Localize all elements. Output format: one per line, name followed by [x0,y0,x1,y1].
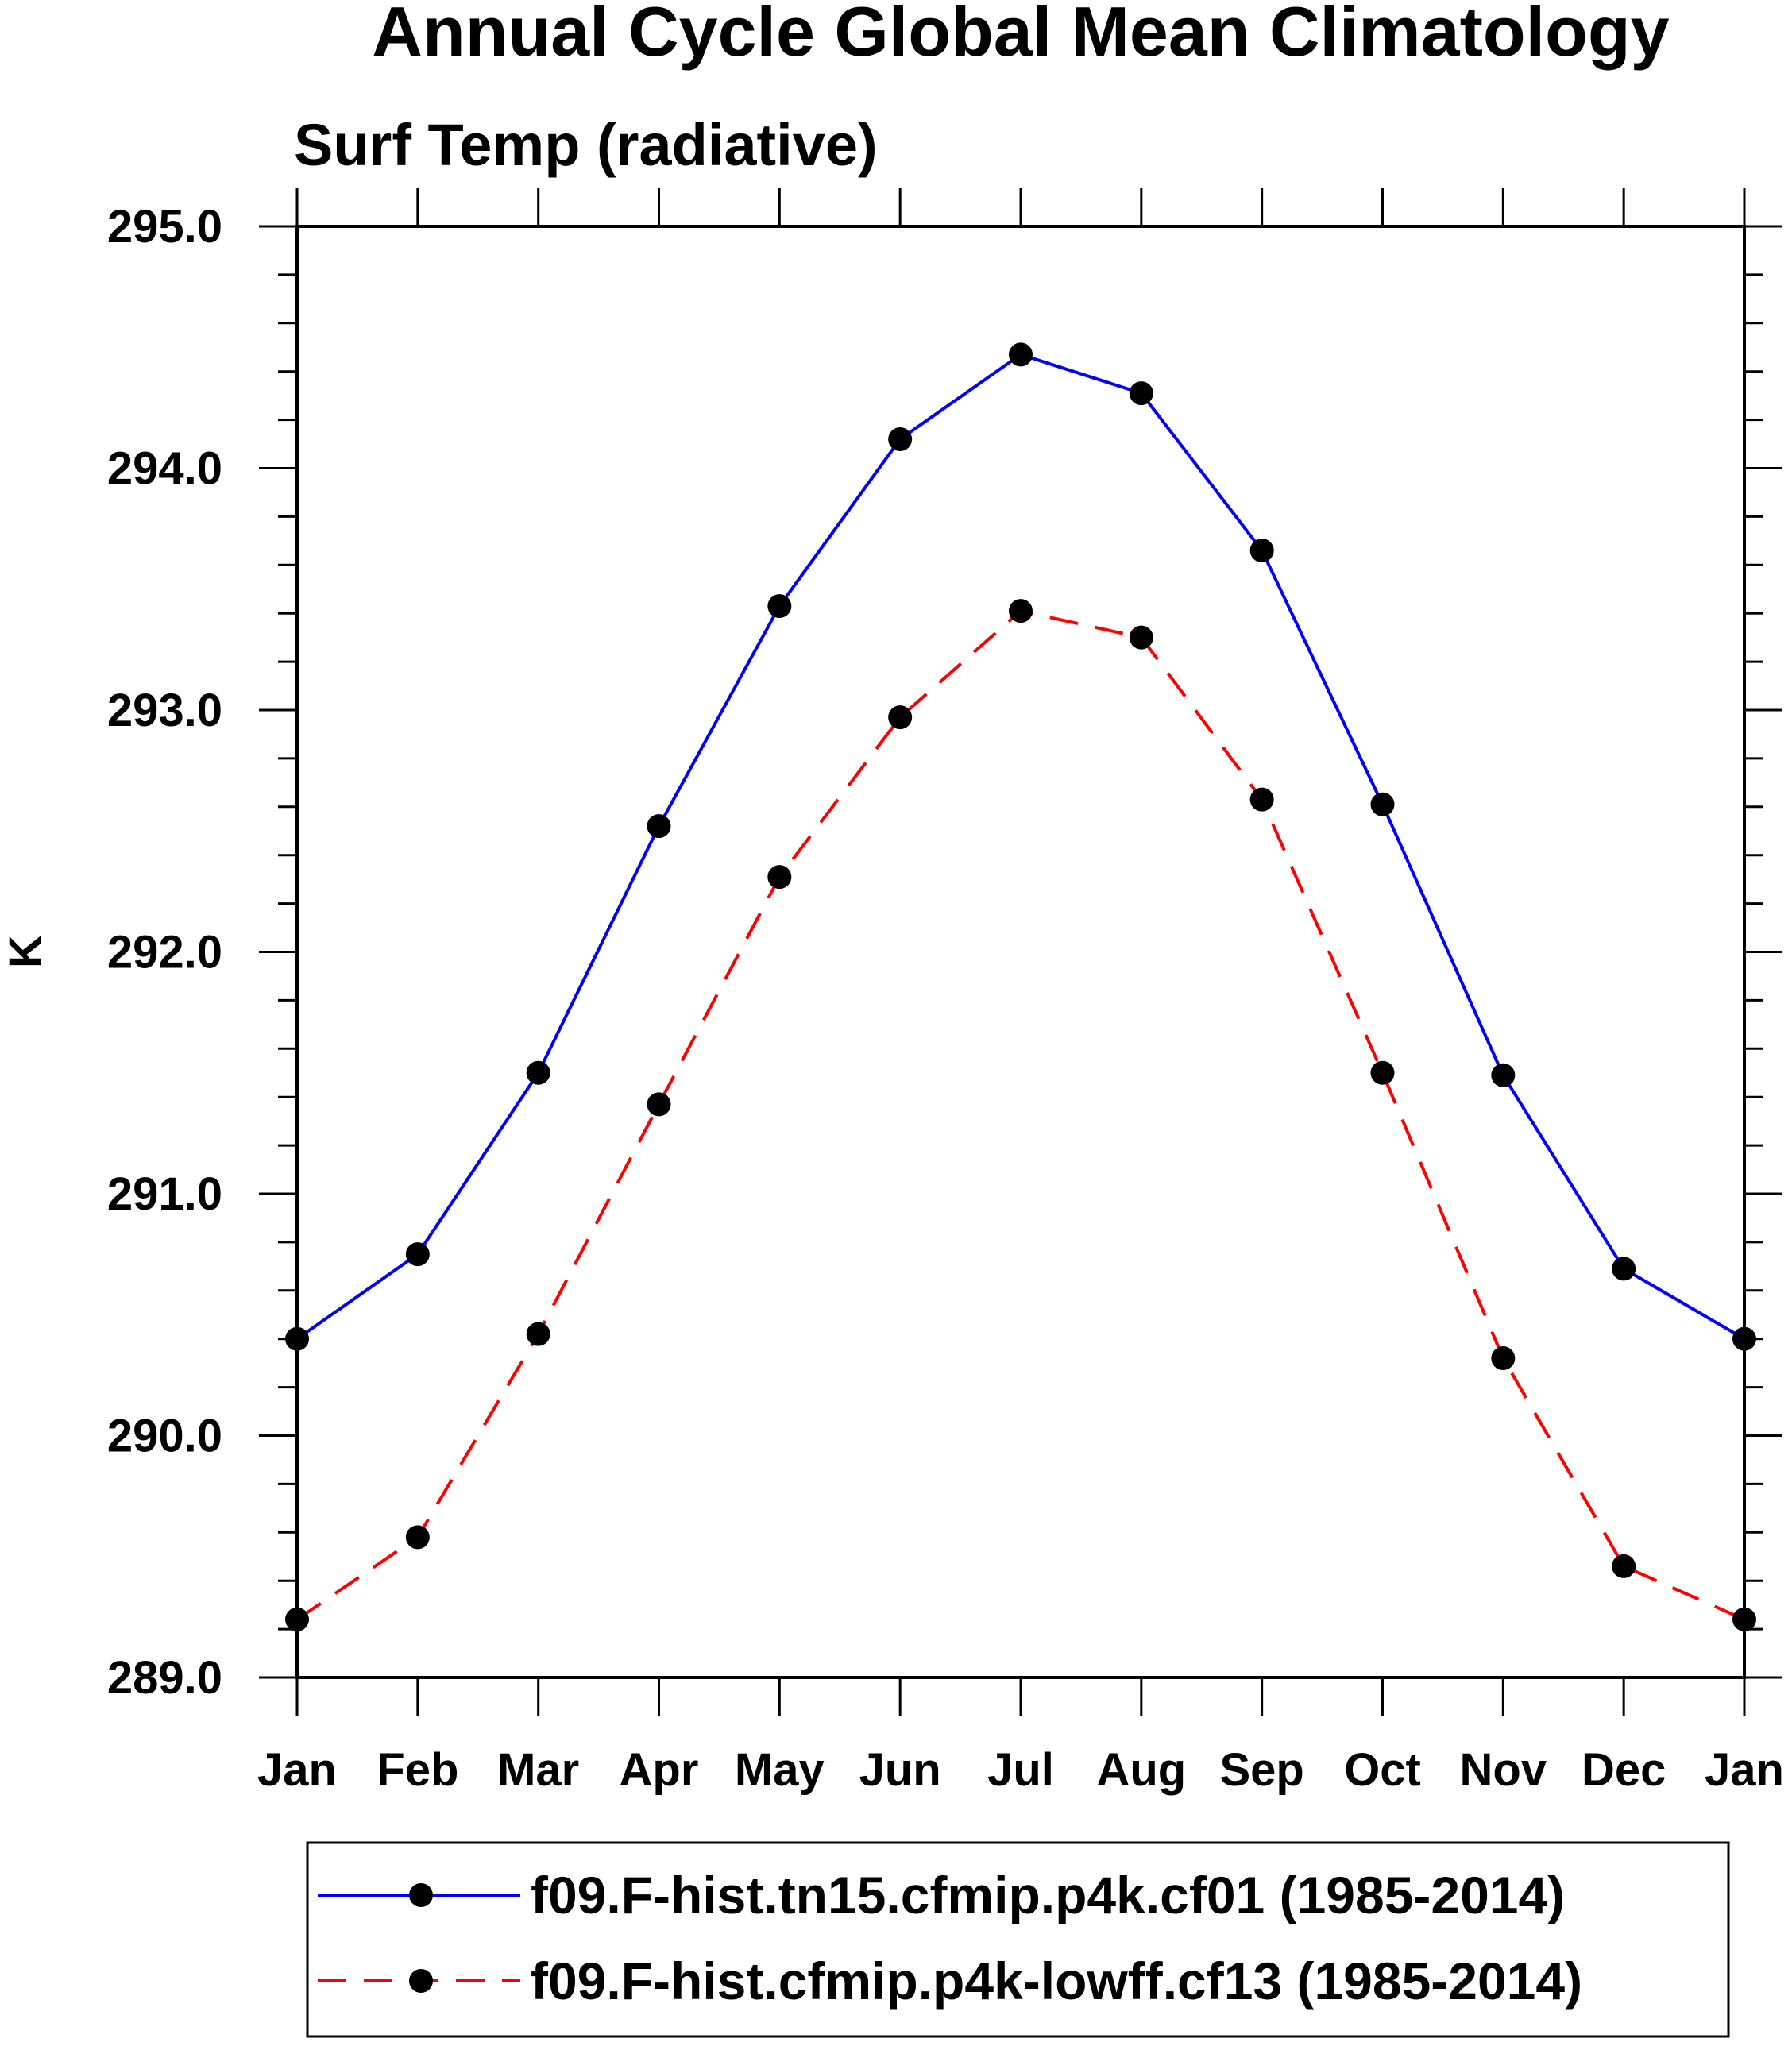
legend-label-1: f09.F-hist.tn15.cfmip.p4k.cf01 (1985-201… [531,1866,1565,1924]
chart-subtitle: Surf Temp (radiative) [294,112,878,178]
chart-title: Annual Cycle Global Mean Climatology [372,0,1669,71]
x-tick-label: Jan [257,1744,337,1796]
x-tick-label: Oct [1344,1744,1421,1796]
series-1-point [1612,1257,1636,1281]
y-tick-label: 294.0 [107,443,222,495]
x-tick-label: Jan [1705,1744,1784,1796]
series-2-point [1009,599,1033,623]
legend: f09.F-hist.tn15.cfmip.p4k.cf01 (1985-201… [306,1841,1730,2038]
x-tick-label: Feb [377,1744,458,1796]
x-tick-label: Nov [1460,1744,1547,1796]
series-1-point [1129,381,1153,406]
series-2-point [888,705,913,730]
series-2-point [526,1322,550,1346]
legend-marker-1 [409,1883,433,1907]
series-2-point [1129,625,1153,650]
series-2-point [285,1607,309,1631]
series-2-point [1491,1346,1516,1371]
series-1-point [405,1242,430,1267]
series-1-point [285,1326,309,1351]
series-line-1 [295,353,1746,1341]
y-tick-label: 289.0 [107,1652,222,1704]
y-tick-label: 291.0 [107,1168,222,1220]
series-2-point [405,1525,430,1550]
series-1-point [1732,1326,1756,1351]
series-2-point [1732,1607,1756,1631]
series-1-point [526,1060,550,1085]
series-2-point [1249,787,1274,812]
series-2-point [1612,1554,1636,1578]
series-1-point [888,427,913,451]
x-tick-label: May [735,1744,825,1796]
legend-label-2: f09.F-hist.cfmip.p4k-lowff.cf13 (1985-20… [531,1951,1582,2010]
axes: 289.0 290.0 291.0 292.0 293.0 294.0 295.0 Jan Fe… [107,188,1784,1796]
y-tick-label: 293.0 [107,685,222,736]
y-axis-title: K [0,935,52,968]
series-2-point [647,1092,671,1117]
y-tick-label: 295.0 [107,201,222,253]
y-tick-label: 292.0 [107,927,222,979]
x-tick-label: Mar [497,1744,579,1796]
x-tick-label: Sep [1219,1744,1303,1796]
series-1-point [647,814,671,839]
series-1-point [1249,539,1274,563]
x-tick-label: Dec [1582,1744,1666,1796]
x-tick-label: Apr [620,1744,699,1796]
legend-box [306,1841,1730,2038]
plot-frame [295,225,1746,1679]
x-tick-label: Jul [987,1744,1054,1796]
series-2-point [1370,1060,1395,1085]
series-1-point [1491,1063,1516,1087]
y-tick-label: 290.0 [107,1411,222,1462]
legend-marker-2 [409,1969,433,1993]
x-tick-label: Aug [1096,1744,1186,1796]
series-1-point [767,594,792,619]
series-1-point [1009,342,1033,367]
x-tick-label: Jun [859,1744,941,1796]
series-1-point [1370,792,1395,816]
series-2-point [767,865,792,890]
series-layer [285,342,1756,1631]
